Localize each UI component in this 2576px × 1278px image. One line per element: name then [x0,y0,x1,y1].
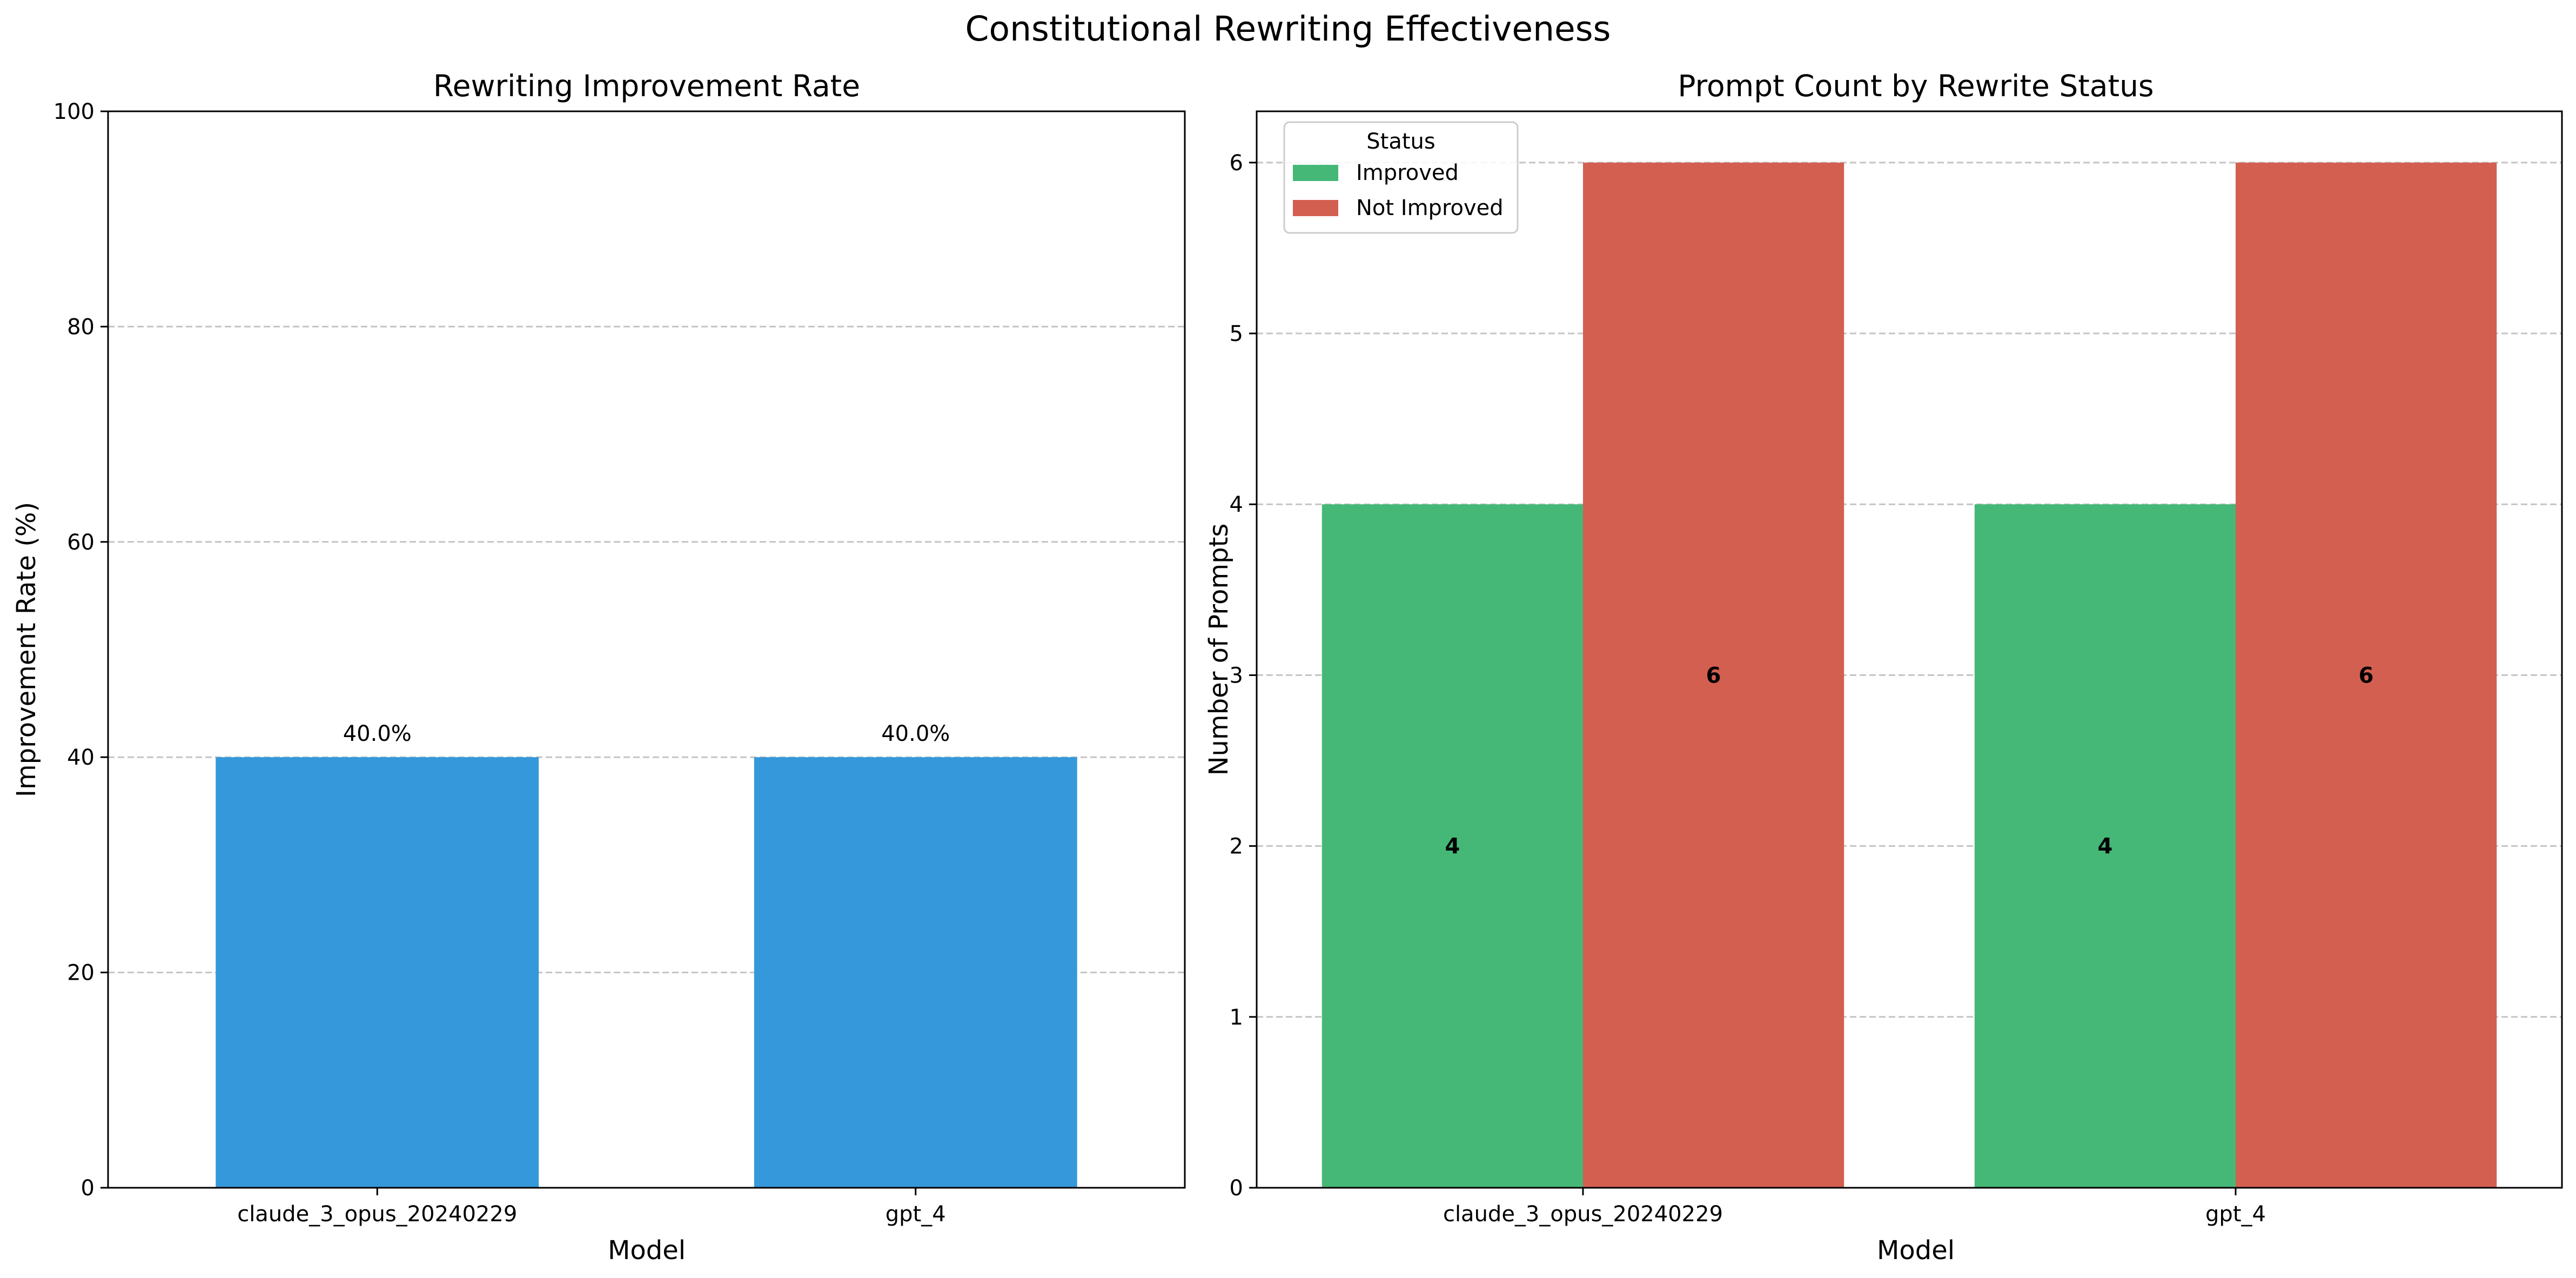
bars [1321,162,2497,1188]
x-tick-label: claude_3_opus_20240229 [237,1202,517,1227]
y-tick-label: 1 [1230,1005,1243,1030]
x-axis-ticks: claude_3_opus_20240229 gpt_4 [1443,1188,2266,1227]
x-axis-label: Model [1877,1235,1955,1266]
x-axis-label: Model [608,1235,686,1266]
bar-value-label: 6 [1706,663,1721,688]
bar-claude_3_opus_20240229-improved [1321,504,1583,1188]
legend-title: Status [1366,129,1435,154]
y-axis-label: Number of Prompts [1204,524,1234,776]
y-tick-label: 100 [53,99,95,124]
prompt-count-panel: Prompt Count by Rewrite Status 4 6 4 6 0 1 2 3… [1204,69,2563,1266]
legend-label-improved: Improved [1356,160,1459,185]
bar-value-label: 40.0% [343,721,412,746]
panel-title: Prompt Count by Rewrite Status [1678,69,2154,103]
bar-gpt_4-improved [1974,504,2236,1188]
bar-gpt_4-not-improved [2236,162,2497,1188]
y-tick-label: 2 [1230,834,1243,859]
bar-claude_3_opus_20240229-not-improved [1583,162,1844,1188]
bar-value-labels: 40.0% 40.0% [343,721,950,746]
x-tick-label: gpt_4 [886,1202,946,1227]
y-axis-ticks: 0 1 2 3 4 5 6 [1230,151,1257,1201]
plot-frame [107,110,1186,1189]
bar-claude_3_opus_20240229 [216,757,539,1188]
bar-gpt_4 [754,757,1077,1188]
y-tick-label: 5 [1230,322,1243,346]
bar-value-labels: 4 6 4 6 [1445,663,2373,859]
y-tick-label: 3 [1230,663,1243,688]
x-tick-label: gpt_4 [2205,1202,2266,1227]
y-axis-label: Improvement Rate (%) [11,502,42,798]
y-tick-label: 4 [1230,492,1243,517]
legend-frame [1283,121,1519,234]
legend: Status Improved Not Improved [1283,121,1519,234]
x-axis-ticks: claude_3_opus_20240229 gpt_4 [237,1188,946,1227]
y-tick-label: 6 [1230,151,1243,176]
bar-value-label: 6 [2359,663,2374,688]
legend-swatch-not-improved [1293,200,1338,216]
bar-value-label: 40.0% [881,721,950,746]
y-tick-label: 20 [67,961,95,986]
figure-title: Constitutional Rewriting Effectiveness [965,9,1611,49]
y-tick-label: 60 [67,530,95,555]
bars [216,757,1077,1188]
improvement-rate-panel: Rewriting Improvement Rate 40.0% 40.0% 0 2… [11,69,1186,1266]
legend-label-not-improved: Not Improved [1356,196,1504,220]
legend-swatch-improved [1293,165,1338,181]
y-axis-ticks: 0 20 40 60 80 100 [53,99,108,1201]
bar-value-label: 4 [1445,834,1460,859]
y-tick-label: 40 [67,745,95,770]
y-tick-label: 0 [1230,1176,1243,1201]
x-tick-label: claude_3_opus_20240229 [1443,1202,1723,1227]
bar-value-label: 4 [2097,834,2112,859]
panel-title: Rewriting Improvement Rate [433,69,860,103]
plot-frame [1256,110,2563,1189]
y-tick-label: 80 [67,315,95,339]
y-tick-label: 0 [81,1176,95,1201]
